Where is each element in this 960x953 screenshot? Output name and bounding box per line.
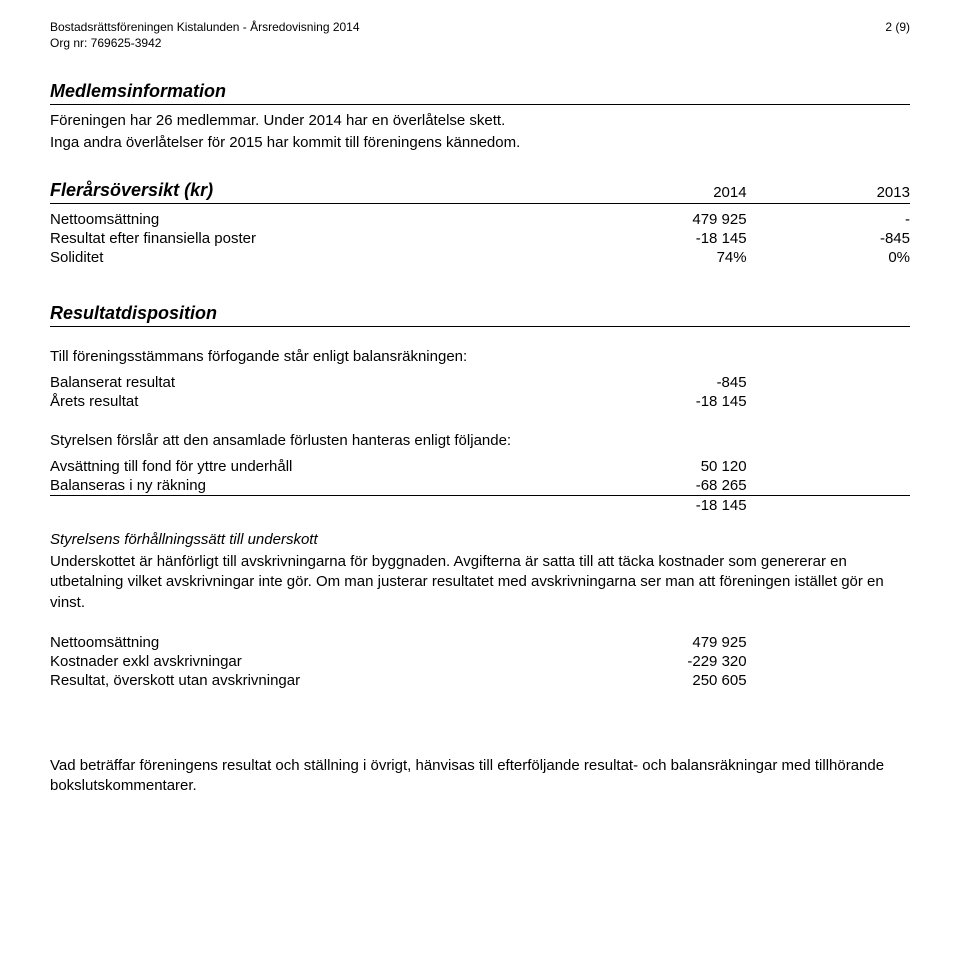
page-number: 2 (9) [885, 20, 910, 34]
table-row: Resultat efter finansiella poster -18 14… [50, 229, 910, 248]
table-row: Nettoomsättning 479 925 - [50, 210, 910, 229]
disposition-table-1: Balanserat resultat -845 Årets resultat … [50, 373, 910, 411]
section-flerars-header: Flerårsöversikt (kr) 2014 2013 [50, 180, 910, 204]
underskott-table: Nettoomsättning 479 925 Kostnader exkl a… [50, 633, 910, 690]
flerars-table: Nettoomsättning 479 925 - Resultat efter… [50, 210, 910, 267]
cell-value: -18 145 [583, 392, 746, 411]
cell-label: Soliditet [50, 248, 583, 267]
cell-value: 0% [747, 248, 910, 267]
cell-label: Årets resultat [50, 392, 583, 411]
cell-label: Balanseras i ny räkning [50, 476, 583, 496]
org-line1: Bostadsrättsföreningen Kistalunden - Års… [50, 20, 360, 36]
cell-value: -229 320 [583, 652, 746, 671]
table-row: Avsättning till fond för yttre underhåll… [50, 457, 910, 476]
section-medlemsinfo-title: Medlemsinformation [50, 81, 910, 105]
cell-value: -845 [583, 373, 746, 392]
page: Bostadsrättsföreningen Kistalunden - Års… [0, 0, 960, 953]
cell-sum: -18 145 [583, 496, 746, 516]
section-disposition-title: Resultatdisposition [50, 303, 910, 327]
table-row: Nettoomsättning 479 925 [50, 633, 910, 652]
cell-label: Kostnader exkl avskrivningar [50, 652, 583, 671]
table-row: Resultat, överskott utan avskrivningar 2… [50, 671, 910, 690]
cell-label: Avsättning till fond för yttre underhåll [50, 457, 583, 476]
cell-value: -68 265 [583, 476, 746, 496]
medlemsinfo-p2: Inga andra överlåtelser för 2015 har kom… [50, 133, 910, 153]
table-row: Balanseras i ny räkning -68 265 [50, 476, 910, 496]
cell-label: Nettoomsättning [50, 633, 583, 652]
footer-note: Vad beträffar föreningens resultat och s… [50, 756, 910, 797]
underskott-text: Underskottet är hänförligt till avskrivn… [50, 552, 910, 613]
flerars-title: Flerårsöversikt (kr) [50, 180, 583, 201]
cell-label: Resultat, överskott utan avskrivningar [50, 671, 583, 690]
cell-value: -845 [747, 229, 910, 248]
proposal-intro: Styrelsen förslår att den ansamlade förl… [50, 431, 910, 451]
cell-label: Resultat efter finansiella poster [50, 229, 583, 248]
cell-label: Nettoomsättning [50, 210, 583, 229]
cell-label: Balanserat resultat [50, 373, 583, 392]
cell-value: 250 605 [583, 671, 746, 690]
underskott-heading: Styrelsens förhållningssätt till undersk… [50, 531, 910, 548]
header-left: Bostadsrättsföreningen Kistalunden - Års… [50, 20, 360, 51]
cell-value: - [747, 210, 910, 229]
flerars-year-0: 2014 [583, 184, 746, 201]
cell-value: 74% [583, 248, 746, 267]
cell-value: -18 145 [583, 229, 746, 248]
cell-value: 479 925 [583, 210, 746, 229]
cell-value: 50 120 [583, 457, 746, 476]
cell-value: 479 925 [583, 633, 746, 652]
table-row-sum: -18 145 [50, 496, 910, 516]
table-row: Årets resultat -18 145 [50, 392, 910, 411]
org-line2: Org nr: 769625-3942 [50, 36, 360, 52]
table-row: Soliditet 74% 0% [50, 248, 910, 267]
disposition-intro: Till föreningsstämmans förfogande står e… [50, 347, 910, 367]
table-row: Balanserat resultat -845 [50, 373, 910, 392]
table-row: Kostnader exkl avskrivningar -229 320 [50, 652, 910, 671]
disposition-table-2: Avsättning till fond för yttre underhåll… [50, 457, 910, 515]
flerars-year-1: 2013 [747, 184, 910, 201]
doc-header: Bostadsrättsföreningen Kistalunden - Års… [50, 20, 910, 51]
medlemsinfo-p1: Föreningen har 26 medlemmar. Under 2014 … [50, 111, 910, 131]
